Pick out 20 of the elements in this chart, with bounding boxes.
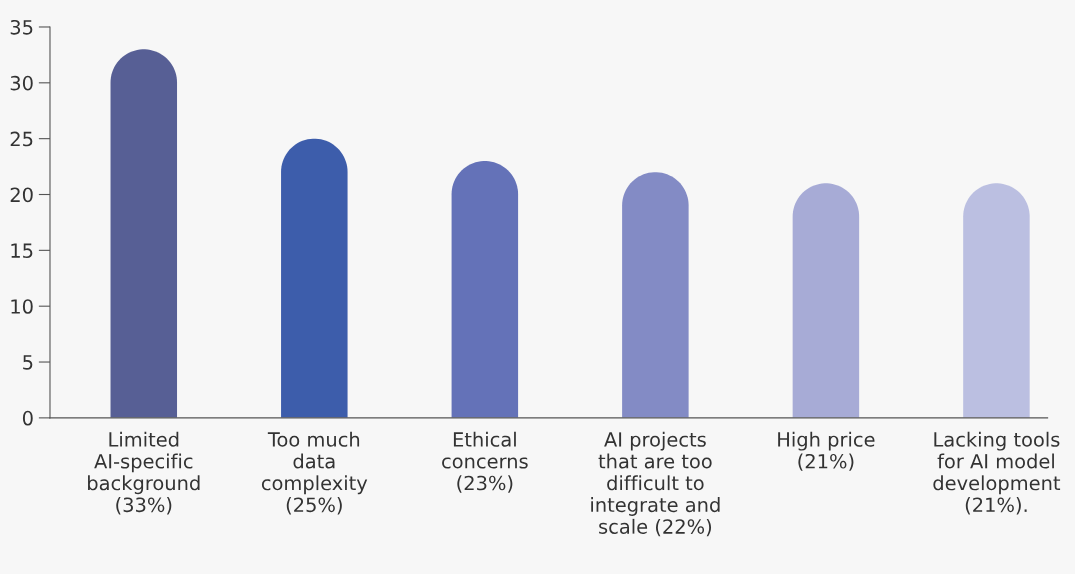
bar (451, 161, 519, 418)
y-tick-label: 20 (10, 187, 33, 203)
y-tick-label: 15 (11, 243, 33, 259)
x-tick-label: Ethical concerns (23%) (442, 431, 528, 493)
y-tick-label: 25 (10, 131, 33, 147)
x-tick-label: High price (21%) (778, 431, 875, 471)
y-tick-label: 5 (23, 355, 33, 370)
x-tick-label: Limited AI-specific background (33%) (88, 431, 200, 515)
y-tick-label: 35 (10, 19, 33, 35)
bar (963, 183, 1030, 418)
bar (622, 172, 689, 418)
bar (110, 49, 178, 418)
x-tick-label: Lacking tools for AI model development (21%). (933, 431, 1061, 515)
x-tick-label: AI projects that are too difficult to integrate and scale (22%) (591, 431, 720, 537)
y-tick-label: 0 (22, 410, 33, 426)
y-tick-label: 30 (10, 75, 33, 91)
x-tick-label: Too much data complexity (25%) (261, 431, 368, 515)
bar (281, 138, 348, 418)
bar (792, 183, 860, 418)
y-tick-label: 10 (11, 299, 33, 314)
